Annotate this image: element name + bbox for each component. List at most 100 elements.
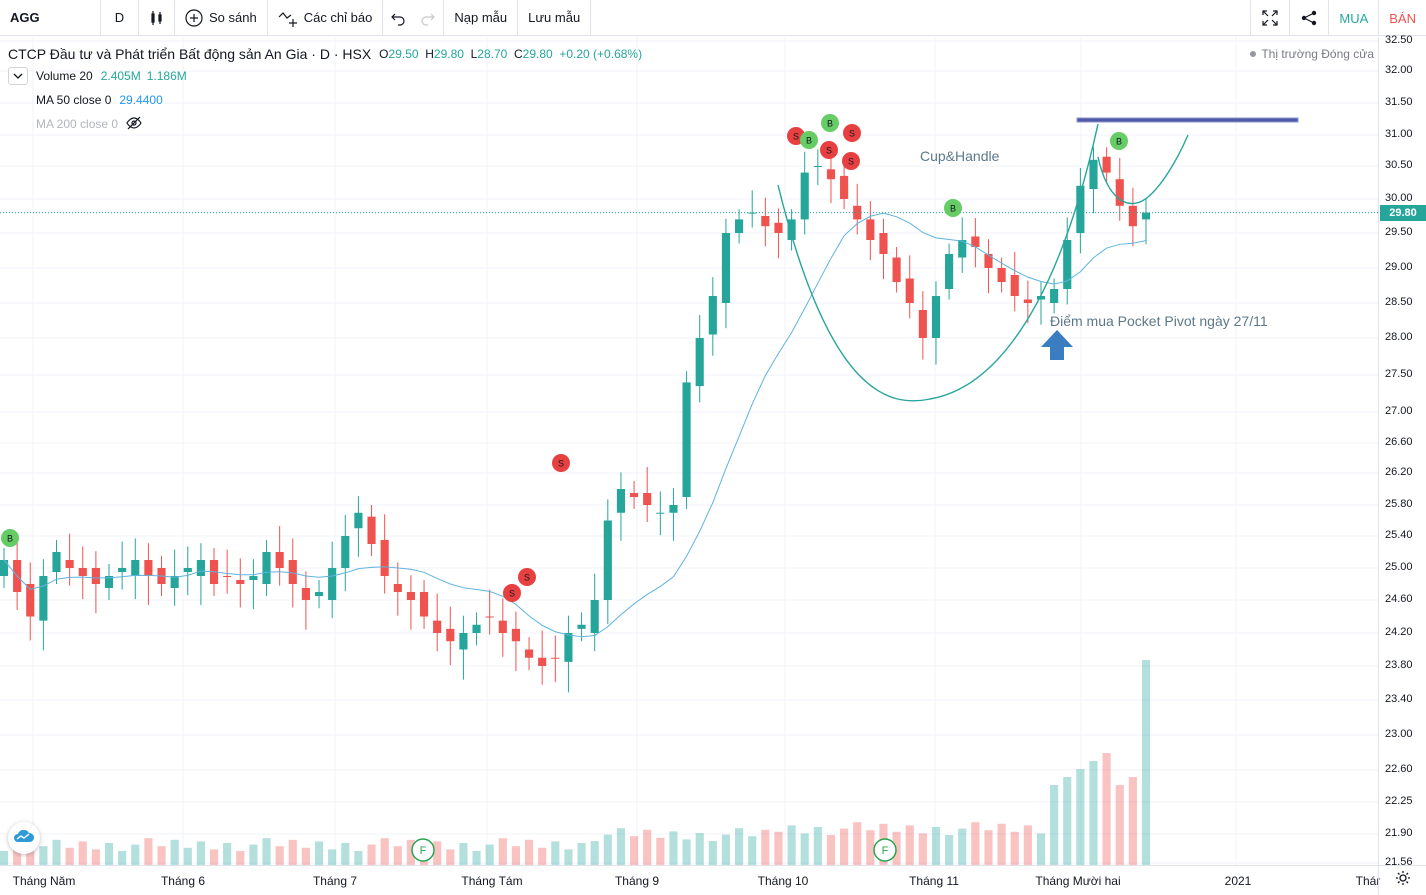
volume-bar xyxy=(328,849,337,865)
undo-button[interactable] xyxy=(383,0,413,36)
price-tick-label: 22.60 xyxy=(1385,763,1413,775)
save-layout-button[interactable]: Lưu mẫu xyxy=(518,0,592,36)
price-tick-label: 25.40 xyxy=(1385,529,1413,541)
volume-bar xyxy=(590,841,599,865)
redo-icon xyxy=(419,9,437,27)
sell-marker xyxy=(820,141,838,159)
sell-marker xyxy=(843,124,861,142)
candle-body xyxy=(236,580,245,584)
volume-bar xyxy=(209,849,219,865)
candle-body xyxy=(65,560,74,568)
price-tick-label: 25.80 xyxy=(1385,498,1413,510)
candle-body xyxy=(459,633,468,650)
indicators-label: Các chỉ báo xyxy=(303,10,373,25)
volume-bar xyxy=(144,838,153,865)
symbol-label: AGG xyxy=(10,10,40,25)
time-scale[interactable]: Tháng Năm Tháng 6 Tháng 7 Tháng Tám Tháng 9 T… xyxy=(0,865,1380,895)
fullscreen-button[interactable] xyxy=(1250,0,1289,36)
candle-body xyxy=(1063,240,1072,289)
plus-circle-icon xyxy=(185,8,203,27)
candle-body xyxy=(393,584,402,592)
candle-body xyxy=(183,568,192,572)
volume-bar xyxy=(774,831,783,865)
price-tick-label: 23.00 xyxy=(1385,728,1413,740)
tradingview-logo[interactable] xyxy=(8,822,40,854)
financial-marker-label: F xyxy=(882,845,889,857)
volume-bar xyxy=(918,833,927,865)
undo-icon xyxy=(389,9,407,27)
candle-body xyxy=(682,382,691,497)
volume-bar xyxy=(787,825,796,865)
share-icon xyxy=(1300,9,1318,27)
candle-body xyxy=(1036,296,1046,300)
price-tick-label: 27.50 xyxy=(1385,368,1413,380)
price-tick-label: 29.50 xyxy=(1385,226,1413,238)
indicator-ma50[interactable]: MA 50 close 0 29.4400 xyxy=(8,88,642,112)
candle-body xyxy=(735,219,744,233)
volume-bar xyxy=(735,828,744,865)
save-layout-label: Lưu mẫu xyxy=(528,10,581,25)
volume-bar xyxy=(446,849,455,865)
indicator-ma200[interactable]: MA 200 close 0 xyxy=(8,112,642,136)
candle-body xyxy=(26,584,35,617)
candle-body xyxy=(748,212,757,214)
volume-bar xyxy=(0,851,9,865)
candles-icon xyxy=(148,9,166,27)
indicator-volume[interactable]: Volume 20 2.405M 1.186M xyxy=(8,64,642,88)
symbol-description[interactable]: CTCP Đầu tư và Phát triển Bất động sản A… xyxy=(8,46,372,62)
candle-body xyxy=(643,493,652,505)
chart-settings-button[interactable] xyxy=(1378,865,1426,895)
eye-hidden-icon[interactable] xyxy=(126,116,142,133)
price-scale[interactable]: 32.50 32.00 31.50 31.00 30.50 30.00 29.50 29.00… xyxy=(1378,34,1426,868)
volume-bar xyxy=(669,831,678,865)
sell-marker xyxy=(842,152,860,170)
candle-body xyxy=(91,568,100,584)
volume-bar xyxy=(78,841,87,865)
share-button[interactable] xyxy=(1289,0,1328,36)
low-label: L xyxy=(470,47,478,61)
volume-bar xyxy=(551,841,560,865)
volume-bar xyxy=(826,835,836,865)
load-template-label: Nạp mẫu xyxy=(454,10,508,25)
pocket-pivot-annotation[interactable]: Điểm mua Pocket Pivot ngày 27/11 xyxy=(1050,313,1268,329)
symbol-search[interactable]: AGG xyxy=(0,0,101,36)
price-tick-label: 21.90 xyxy=(1385,827,1413,839)
volume-bar xyxy=(761,829,770,865)
indicators-button[interactable]: Các chỉ báo xyxy=(268,0,384,36)
candle-body xyxy=(472,624,481,633)
price-tick-label: 24.20 xyxy=(1385,626,1413,638)
legend-collapse-button[interactable] xyxy=(8,67,28,85)
price-tick-label: 23.80 xyxy=(1385,659,1413,671)
indicator-value: 1.186M xyxy=(146,69,187,83)
load-template-button[interactable]: Nạp mẫu xyxy=(444,0,519,36)
buy-button[interactable]: MUA xyxy=(1328,0,1378,36)
volume-bar xyxy=(131,844,140,865)
interval-button[interactable]: D xyxy=(101,0,139,36)
ma50-line xyxy=(3,212,1147,638)
candle-body xyxy=(866,219,875,240)
volume-bar xyxy=(1089,761,1098,865)
volume-bar xyxy=(984,830,993,865)
sell-button[interactable]: BÁN xyxy=(1378,0,1426,36)
candle-body xyxy=(1115,179,1124,206)
candle-body xyxy=(0,560,9,576)
indicators-icon xyxy=(278,9,298,27)
ohlc-values: O29.50 H29.80 L28.70 C29.80 +0.20 (+0.68… xyxy=(379,47,642,61)
chart-style-button[interactable] xyxy=(139,0,175,36)
price-tick-label: 22.25 xyxy=(1385,795,1413,807)
compare-button[interactable]: So sánh xyxy=(175,0,268,36)
volume-bar xyxy=(1102,753,1111,865)
candle-body xyxy=(367,516,376,544)
candle-body xyxy=(1089,159,1098,190)
candle-body xyxy=(1023,299,1032,303)
candle-body xyxy=(551,657,560,659)
gear-icon xyxy=(1395,870,1411,891)
candle-body xyxy=(314,592,324,596)
candle-body xyxy=(1010,275,1019,296)
volume-bar xyxy=(118,851,127,865)
volume-bar xyxy=(958,828,967,865)
cup-handle-annotation[interactable]: Cup&Handle xyxy=(920,148,1000,164)
redo-button[interactable] xyxy=(413,0,445,36)
volume-bar xyxy=(577,843,586,865)
